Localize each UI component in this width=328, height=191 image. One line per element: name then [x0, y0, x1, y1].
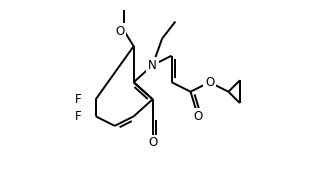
- Text: O: O: [115, 24, 124, 38]
- Text: F: F: [74, 110, 81, 123]
- Text: O: O: [205, 76, 214, 89]
- Text: F: F: [74, 93, 81, 106]
- Text: N: N: [148, 59, 157, 72]
- Text: O: O: [194, 110, 203, 123]
- Text: O: O: [148, 136, 157, 149]
